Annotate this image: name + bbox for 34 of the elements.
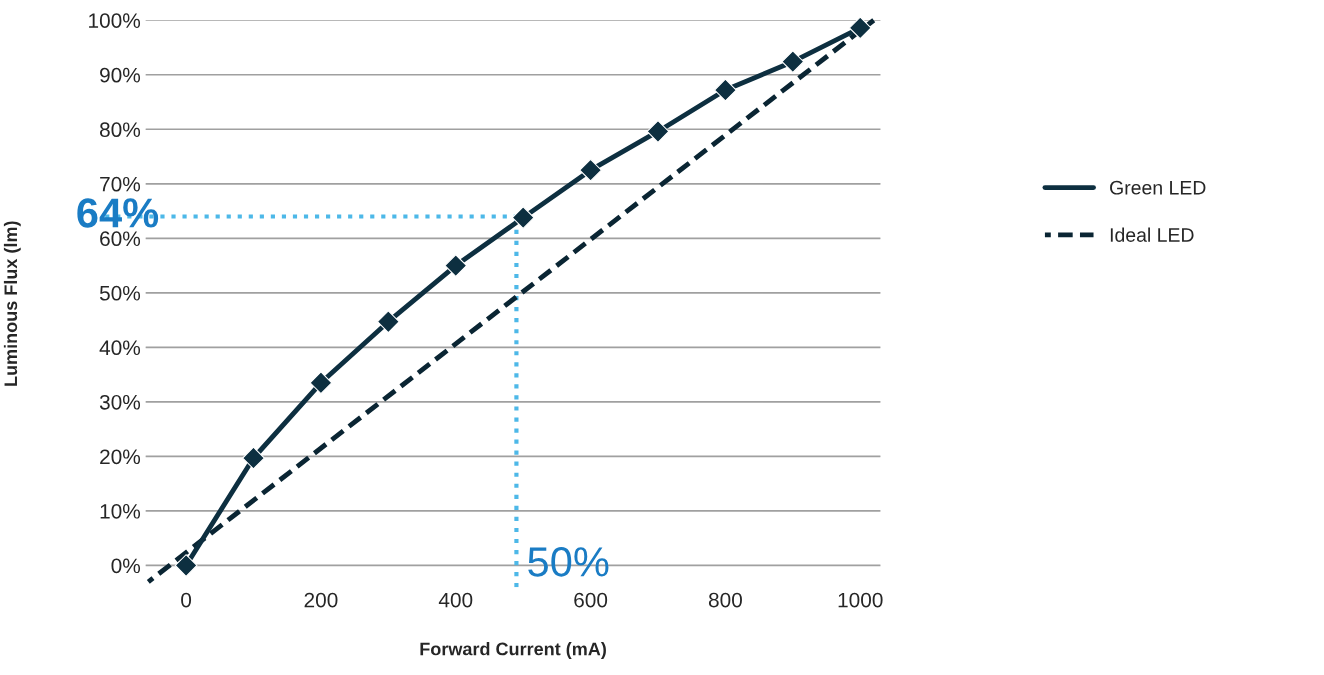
point xyxy=(781,50,805,74)
annotation: 64% xyxy=(77,198,159,228)
x-tick-label: 200 xyxy=(304,592,338,608)
x-tick-label: 1000 xyxy=(838,592,883,608)
y-axis-title: Luminous Flux (lm) xyxy=(3,221,21,386)
x-tick-label: 0 xyxy=(181,592,192,608)
x-tick-label: 400 xyxy=(438,592,473,608)
point xyxy=(377,310,400,334)
y-tick-label: 60% xyxy=(100,231,141,247)
y-tick-label: 0% xyxy=(111,558,141,574)
y-tick-label: 50% xyxy=(99,285,141,301)
legend-label: Ideal LED xyxy=(1110,227,1194,242)
y-tick-label: 30% xyxy=(99,394,141,410)
y-tick-label: 70% xyxy=(100,176,141,192)
point xyxy=(444,254,468,277)
x-tick-label: 600 xyxy=(574,592,608,608)
point xyxy=(714,78,737,102)
point xyxy=(309,371,333,395)
point xyxy=(242,446,265,470)
point xyxy=(579,158,602,182)
y-tick-label: 90% xyxy=(100,67,141,83)
annotation: 50% xyxy=(528,547,609,577)
legend-label: Green LED xyxy=(1110,180,1206,195)
x-axis-title: Forward Current (mA) xyxy=(420,642,606,659)
y-tick-label: 80% xyxy=(99,122,141,138)
point xyxy=(646,120,670,143)
point xyxy=(174,554,198,577)
x-tick-label: 800 xyxy=(708,592,742,608)
y-tick-label: 10% xyxy=(100,503,141,519)
point xyxy=(848,16,872,40)
y-tick-label: 20% xyxy=(100,449,141,465)
y-tick-label: 100% xyxy=(89,13,141,28)
y-tick-label: 40% xyxy=(99,340,141,356)
point xyxy=(511,206,535,229)
